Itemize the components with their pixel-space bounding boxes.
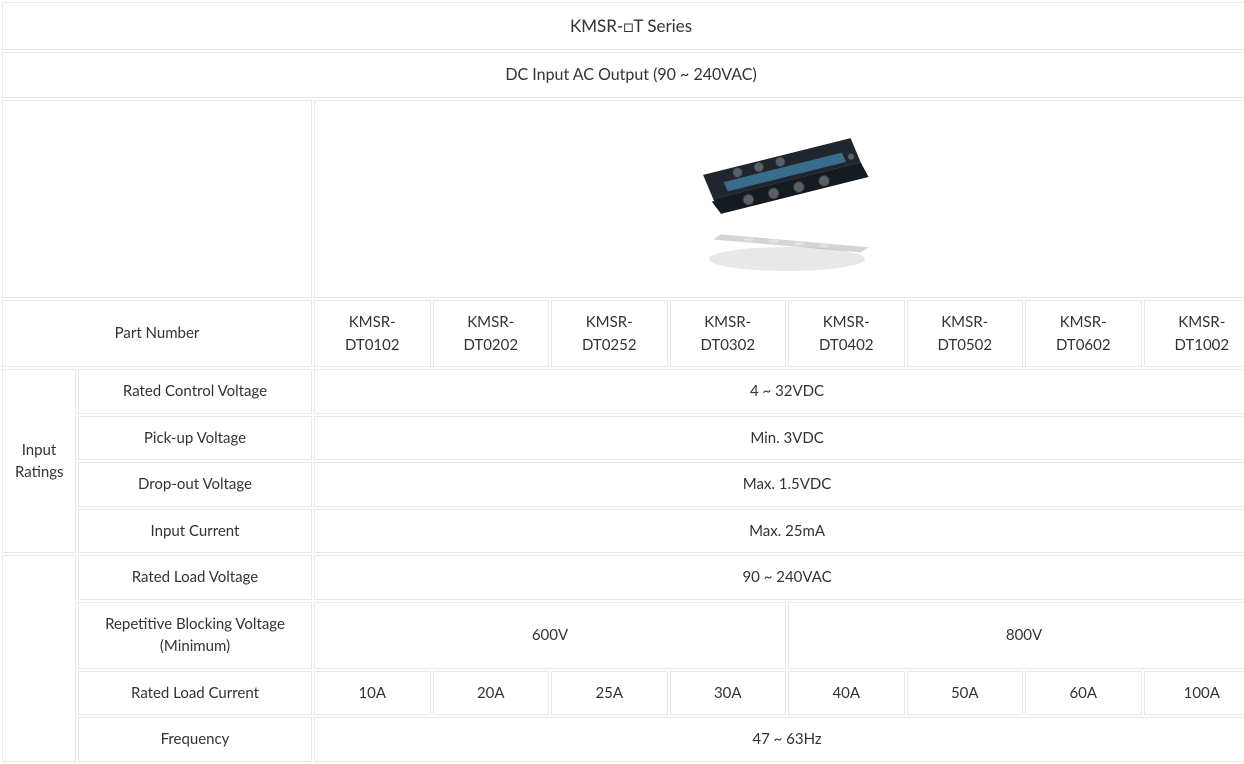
rlc-3: 30A <box>670 671 787 716</box>
row-frequency: Frequency 47 ~ 63Hz <box>2 717 1244 762</box>
product-image <box>687 111 887 281</box>
rlc-0: 10A <box>314 671 431 716</box>
label-pickup-voltage: Pick-up Voltage <box>78 416 312 461</box>
product-image-cell <box>314 100 1244 299</box>
output-ratings-spacer <box>2 555 76 762</box>
rlc-4: 40A <box>788 671 905 716</box>
image-row-spacer <box>2 100 312 299</box>
row-input-current: Input Current Max. 25mA <box>2 509 1244 554</box>
title-row-series: KMSR-□T Series <box>2 2 1244 50</box>
value-dropout-voltage: Max. 1.5VDC <box>314 462 1244 507</box>
value-rated-control-voltage: 4 ~ 32VDC <box>314 369 1244 414</box>
label-repetitive-blocking: Repetitive Blocking Voltage (Minimum) <box>78 602 312 669</box>
value-repetitive-blocking-right: 800V <box>788 602 1244 669</box>
part-number-label: Part Number <box>2 300 312 367</box>
value-frequency: 47 ~ 63Hz <box>314 717 1244 762</box>
spec-table: KMSR-□T Series DC Input AC Output (90 ~ … <box>0 0 1244 764</box>
rlc-6: 60A <box>1025 671 1142 716</box>
row-rated-control-voltage: Input Ratings Rated Control Voltage 4 ~ … <box>2 369 1244 414</box>
rlc-1: 20A <box>433 671 550 716</box>
row-pickup-voltage: Pick-up Voltage Min. 3VDC <box>2 416 1244 461</box>
part-col-6: KMSR-DT0602 <box>1025 300 1142 367</box>
image-row <box>2 100 1244 299</box>
title-row-sub: DC Input AC Output (90 ~ 240VAC) <box>2 52 1244 98</box>
row-repetitive-blocking: Repetitive Blocking Voltage (Minimum) 60… <box>2 602 1244 669</box>
label-frequency: Frequency <box>78 717 312 762</box>
value-pickup-voltage: Min. 3VDC <box>314 416 1244 461</box>
label-input-current: Input Current <box>78 509 312 554</box>
rlc-2: 25A <box>551 671 668 716</box>
label-dropout-voltage: Drop-out Voltage <box>78 462 312 507</box>
rlc-5: 50A <box>907 671 1024 716</box>
value-repetitive-blocking-left: 600V <box>314 602 786 669</box>
series-subtitle: DC Input AC Output (90 ~ 240VAC) <box>2 52 1244 98</box>
label-rated-load-current: Rated Load Current <box>78 671 312 716</box>
part-col-4: KMSR-DT0402 <box>788 300 905 367</box>
series-title: KMSR-□T Series <box>2 2 1244 50</box>
part-col-1: KMSR-DT0202 <box>433 300 550 367</box>
part-col-0: KMSR-DT0102 <box>314 300 431 367</box>
part-col-5: KMSR-DT0502 <box>907 300 1024 367</box>
value-rated-load-voltage: 90 ~ 240VAC <box>314 555 1244 600</box>
label-rated-load-voltage: Rated Load Voltage <box>78 555 312 600</box>
label-rated-control-voltage: Rated Control Voltage <box>78 369 312 414</box>
part-col-7: KMSR-DT1002 <box>1144 300 1244 367</box>
row-dropout-voltage: Drop-out Voltage Max. 1.5VDC <box>2 462 1244 507</box>
rlc-7: 100A <box>1144 671 1244 716</box>
value-input-current: Max. 25mA <box>314 509 1244 554</box>
row-rated-load-current: Rated Load Current 10A 20A 25A 30A 40A 5… <box>2 671 1244 716</box>
part-col-2: KMSR-DT0252 <box>551 300 668 367</box>
part-number-row: Part Number KMSR-DT0102 KMSR-DT0202 KMSR… <box>2 300 1244 367</box>
part-col-3: KMSR-DT0302 <box>670 300 787 367</box>
input-ratings-label: Input Ratings <box>2 369 76 553</box>
row-rated-load-voltage: Rated Load Voltage 90 ~ 240VAC <box>2 555 1244 600</box>
